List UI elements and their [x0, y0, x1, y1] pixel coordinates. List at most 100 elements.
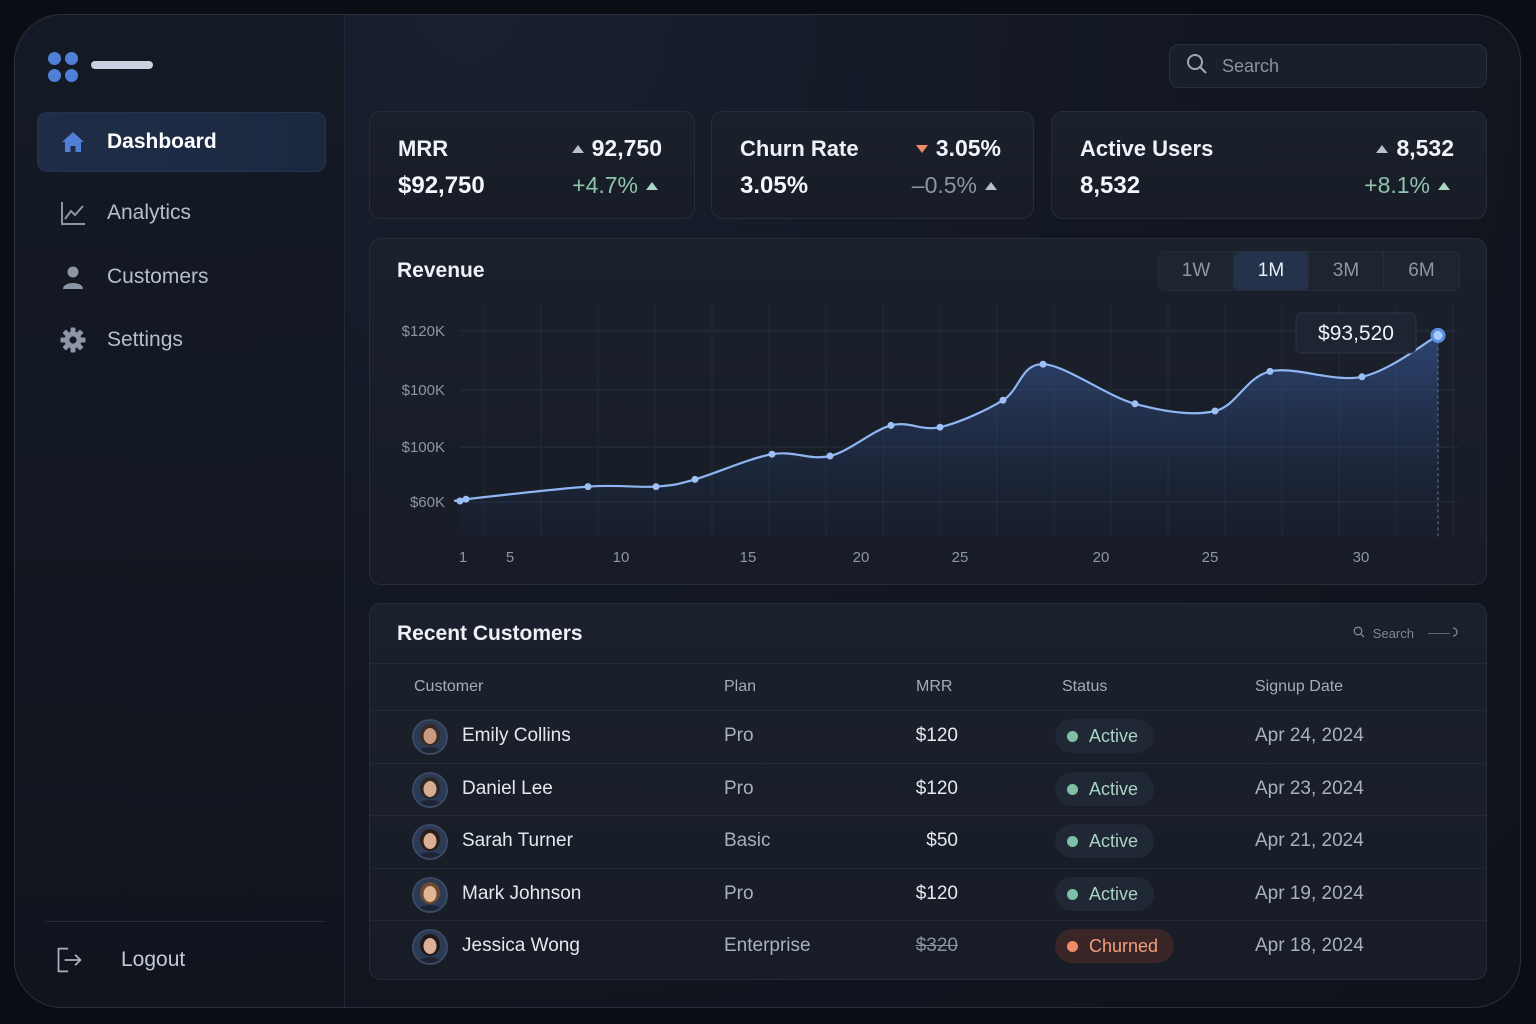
- logout-button[interactable]: Logout: [55, 940, 185, 980]
- avatar: [412, 877, 448, 913]
- sidebar-item-label: Settings: [107, 328, 183, 351]
- data-point: [1430, 327, 1446, 343]
- sidebar-item-settings[interactable]: Settings: [37, 310, 326, 370]
- chart-line-icon: [59, 199, 87, 227]
- chart-title: Revenue: [397, 259, 485, 282]
- range-tab-6m[interactable]: 6M: [1408, 260, 1435, 281]
- y-tick-label: $120K: [402, 323, 445, 340]
- sidebar-item-dashboard[interactable]: Dashboard: [37, 112, 326, 172]
- logout-icon: [55, 946, 83, 974]
- sidebar: Dashboard Analytics Customers: [15, 15, 345, 1007]
- customer-plan: Basic: [724, 830, 771, 851]
- signup-date: Apr 23, 2024: [1255, 778, 1364, 799]
- x-tick-label: 15: [740, 549, 757, 566]
- revenue-area: [454, 335, 1439, 537]
- tooltip-box: [1295, 312, 1417, 354]
- kpi-card-mrr: MRR $92,750 92,750 +4.7%: [369, 111, 695, 219]
- customer-plan: Pro: [724, 778, 754, 799]
- data-point: [652, 483, 660, 491]
- kpi-top-value: 3.05%: [935, 135, 1001, 161]
- kpi-card-active-users: Active Users 8,532 8,532 +8.1%: [1051, 111, 1487, 219]
- kpi-card-churn-rate: Churn Rate 3.05% 3.05% –0.5%: [711, 111, 1034, 219]
- search-input[interactable]: [1222, 55, 1462, 77]
- table-row[interactable]: Emily Collins Pro $120 Active Apr 24, 20…: [370, 710, 1486, 763]
- status-label: Active: [1089, 725, 1139, 746]
- arrow-up-icon: [1438, 181, 1450, 190]
- kpi-change: +4.7%: [572, 172, 638, 198]
- range-tab-1w[interactable]: 1W: [1159, 252, 1234, 290]
- data-point: [1266, 367, 1274, 375]
- gear-icon: [59, 326, 87, 354]
- column-header-plan[interactable]: Plan: [724, 678, 757, 695]
- table-search[interactable]: Search: [1353, 626, 1460, 641]
- status-badge: Active: [1055, 719, 1155, 753]
- arrow-up-icon: [646, 181, 658, 190]
- revenue-chart-card: $120K $100K $100K $60K 1 5 10 15 20 25 20 25 30 $93,5…: [369, 238, 1487, 585]
- customer-mrr: $120: [915, 725, 958, 746]
- revenue-line: [453, 334, 1439, 503]
- kpi-change: –0.5%: [911, 172, 977, 198]
- search-box[interactable]: [1169, 44, 1487, 88]
- data-point: [691, 475, 699, 483]
- range-tab-3m[interactable]: 3M: [1309, 252, 1384, 290]
- status-dot-icon: [1067, 835, 1078, 847]
- signup-date: Apr 18, 2024: [1255, 935, 1364, 956]
- customer-mrr: $50: [926, 830, 958, 851]
- customer-name: Mark Johnson: [462, 883, 582, 904]
- table-row[interactable]: Mark Johnson Pro $120 Active Apr 19, 202…: [370, 868, 1486, 921]
- recent-customers-card: Recent Customers Search Customer Plan MR…: [369, 603, 1487, 980]
- range-tab-1m[interactable]: 1M: [1234, 252, 1309, 290]
- status-dot-icon: [1067, 730, 1078, 742]
- customer-name: Daniel Lee: [462, 778, 553, 799]
- avatar: [412, 772, 448, 808]
- table-row[interactable]: Sarah Turner Basic $50 Active Apr 21, 20…: [370, 815, 1486, 868]
- user-icon: [59, 263, 87, 291]
- data-point: [456, 497, 464, 505]
- kpi-top-value: 92,750: [591, 135, 662, 161]
- customer-mrr: $120: [915, 778, 958, 799]
- y-tick-label: $100K: [402, 382, 445, 399]
- status-label: Active: [1089, 883, 1139, 904]
- data-point: [826, 452, 834, 460]
- arrow-up-icon: [1376, 144, 1389, 153]
- kpi-top-value: 8,532: [1396, 135, 1454, 161]
- avatar: [412, 719, 448, 755]
- status-badge: Churned: [1055, 929, 1175, 963]
- x-tick-label: 25: [952, 549, 969, 566]
- sidebar-item-customers[interactable]: Customers: [37, 247, 326, 307]
- avatar: [412, 824, 448, 860]
- sidebar-item-analytics[interactable]: Analytics: [37, 183, 326, 243]
- logout-label: Logout: [121, 948, 186, 971]
- sidebar-divider: [45, 921, 325, 922]
- data-point: [1211, 407, 1219, 415]
- column-header-mrr[interactable]: MRR: [916, 678, 953, 695]
- status-dot-icon: [1067, 888, 1078, 900]
- signup-date: Apr 19, 2024: [1255, 883, 1364, 904]
- status-label: Churned: [1089, 935, 1159, 956]
- sidebar-item-label: Analytics: [107, 201, 192, 224]
- x-tick-label: 20: [1093, 549, 1110, 566]
- status-label: Active: [1089, 778, 1139, 799]
- status-badge: Active: [1055, 772, 1155, 806]
- column-header-status[interactable]: Status: [1062, 678, 1108, 695]
- arrow-down-icon: [915, 144, 928, 153]
- data-point: [768, 450, 776, 458]
- customer-plan: Pro: [724, 725, 754, 746]
- column-header-customer[interactable]: Customer: [414, 678, 484, 695]
- kpi-label: Churn Rate: [740, 136, 859, 161]
- data-point: [936, 423, 944, 431]
- arrow-up-icon: [985, 181, 997, 190]
- data-point: [1131, 400, 1139, 408]
- status-label: Active: [1089, 830, 1139, 851]
- customer-name: Jessica Wong: [462, 935, 580, 956]
- data-point: [999, 396, 1007, 404]
- avatar: [412, 929, 448, 965]
- table-row[interactable]: Daniel Lee Pro $120 Active Apr 23, 2024: [370, 763, 1486, 816]
- customer-plan: Pro: [724, 883, 754, 904]
- x-tick-label: 5: [506, 549, 514, 566]
- x-tick-label: 25: [1202, 549, 1219, 566]
- customer-name: Sarah Turner: [462, 830, 573, 851]
- y-tick-label: $100K: [402, 439, 445, 456]
- table-row[interactable]: Jessica Wong Enterprise $320 Churned Apr…: [370, 920, 1486, 973]
- column-header-signup-date[interactable]: Signup Date: [1255, 678, 1344, 695]
